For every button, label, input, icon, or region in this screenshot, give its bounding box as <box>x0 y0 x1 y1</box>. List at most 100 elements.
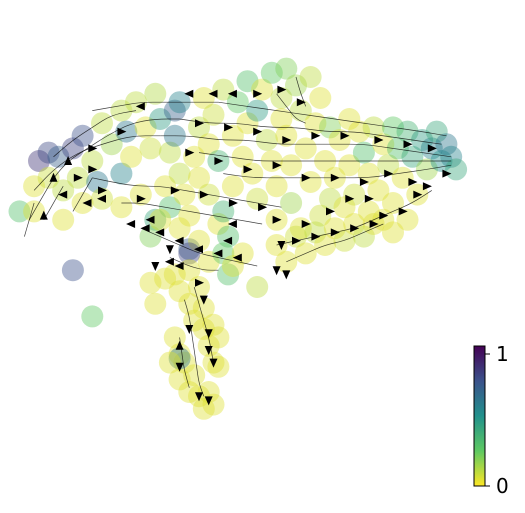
velocity-arrow-76 <box>223 236 233 245</box>
cell-point-160 <box>178 381 201 403</box>
cell-point-70 <box>275 57 298 80</box>
cell-point-95 <box>362 116 385 139</box>
plot-area <box>8 57 468 420</box>
velocity-arrow-2 <box>64 156 73 165</box>
cell-point-167 <box>192 397 215 420</box>
colorbar-tick-label-max: 1 <box>496 342 509 366</box>
cell-point-96 <box>367 179 390 202</box>
velocity-arrow-42 <box>364 194 374 203</box>
velocity-arrow-17 <box>340 131 350 140</box>
streamline-3 <box>53 110 137 158</box>
colorbar-gradient <box>473 345 486 487</box>
velocity-arrow-59 <box>232 253 242 262</box>
velocity-arrow-49 <box>330 228 340 237</box>
cell-point-127 <box>396 208 419 231</box>
velocity-arrow-67 <box>204 346 213 355</box>
cell-point-50 <box>212 200 235 223</box>
velocity-arrow-37 <box>258 203 268 212</box>
cell-point-69 <box>275 124 298 147</box>
cell-point-145 <box>168 280 191 303</box>
velocity-arrow-57 <box>194 245 203 254</box>
cell-point-74 <box>289 99 312 122</box>
velocity-arrow-29 <box>384 169 394 178</box>
velocity-arrow-25 <box>272 161 282 170</box>
cell-point-24 <box>129 183 152 206</box>
cell-point-162 <box>168 347 191 370</box>
velocity-arrow-39 <box>301 220 311 228</box>
cell-point-67 <box>270 87 293 109</box>
cell-point-163 <box>158 351 181 374</box>
cell-point-83 <box>319 187 341 210</box>
velocity-arrow-56 <box>174 236 184 245</box>
velocity-arrow-65 <box>199 295 208 305</box>
velocity-arrow-30 <box>408 178 418 186</box>
cell-point-78 <box>299 66 322 88</box>
cell-point-11 <box>71 124 94 147</box>
cell-point-130 <box>168 217 191 240</box>
cell-point-89 <box>338 154 361 177</box>
cell-point-0 <box>8 200 31 223</box>
cell-point-157 <box>168 343 191 366</box>
cell-point-62 <box>255 129 278 151</box>
cell-point-20 <box>110 196 133 219</box>
velocity-arrow-9 <box>253 89 263 98</box>
velocity-arrow-10 <box>277 85 287 94</box>
cell-point-134 <box>217 263 240 286</box>
cell-point-59 <box>246 99 269 122</box>
cell-point-126 <box>382 221 404 244</box>
velocity-arrow-4 <box>117 127 127 136</box>
velocity-arrow-31 <box>422 182 432 191</box>
cell-point-26 <box>139 137 162 160</box>
cell-point-143 <box>144 292 167 315</box>
cell-point-92 <box>352 141 375 164</box>
cell-point-28 <box>144 208 167 231</box>
cell-point-152 <box>197 334 220 357</box>
velocity-arrow-26 <box>301 173 311 182</box>
streamline-7 <box>218 101 447 137</box>
cell-point-90 <box>343 183 366 206</box>
cell-point-46 <box>202 103 225 126</box>
streamline-10 <box>295 76 307 107</box>
cell-point-37 <box>173 183 196 206</box>
cell-point-149 <box>188 276 210 298</box>
cell-point-121 <box>333 229 356 252</box>
cell-point-79 <box>304 112 327 135</box>
cell-point-44 <box>197 133 220 156</box>
cell-point-113 <box>445 158 468 181</box>
velocity-arrow-79 <box>88 165 98 174</box>
cell-point-88 <box>338 108 361 130</box>
streamline-2 <box>92 101 219 111</box>
cell-point-52 <box>221 124 244 147</box>
velocity-arrow-38 <box>272 215 282 224</box>
cell-point-4 <box>37 141 60 164</box>
cell-point-119 <box>314 234 337 256</box>
cell-point-104 <box>401 145 424 168</box>
cell-point-55 <box>231 145 254 168</box>
cell-point-94 <box>357 200 380 223</box>
cell-point-93 <box>357 162 380 185</box>
velocity-arrow-58 <box>213 249 223 258</box>
velocity-arrow-6 <box>184 89 194 98</box>
velocity-arrow-16 <box>311 131 321 140</box>
colorbar-tick-label-min: 0 <box>496 474 509 498</box>
cell-point-146 <box>178 259 201 282</box>
velocity-arrow-66 <box>204 329 213 339</box>
velocity-arrow-72 <box>195 392 203 402</box>
cell-point-18 <box>110 99 133 122</box>
velocity-arrow-74 <box>151 262 160 271</box>
velocity-arrow-14 <box>253 127 263 136</box>
velocity-arrow-60 <box>126 220 136 228</box>
streamline-18 <box>184 299 205 397</box>
cell-point-42 <box>188 166 210 189</box>
cell-point-144 <box>163 263 186 286</box>
cell-point-138 <box>61 259 84 282</box>
cell-point-98 <box>377 154 400 177</box>
cell-point-13 <box>81 150 104 172</box>
velocity-arrow-28 <box>359 178 369 186</box>
velocity-arrow-33 <box>136 194 146 203</box>
cell-point-155 <box>207 326 230 349</box>
cell-point-102 <box>391 166 414 189</box>
cell-point-27 <box>144 82 167 105</box>
streamline-8 <box>223 164 452 179</box>
velocity-arrow-11 <box>296 98 306 107</box>
